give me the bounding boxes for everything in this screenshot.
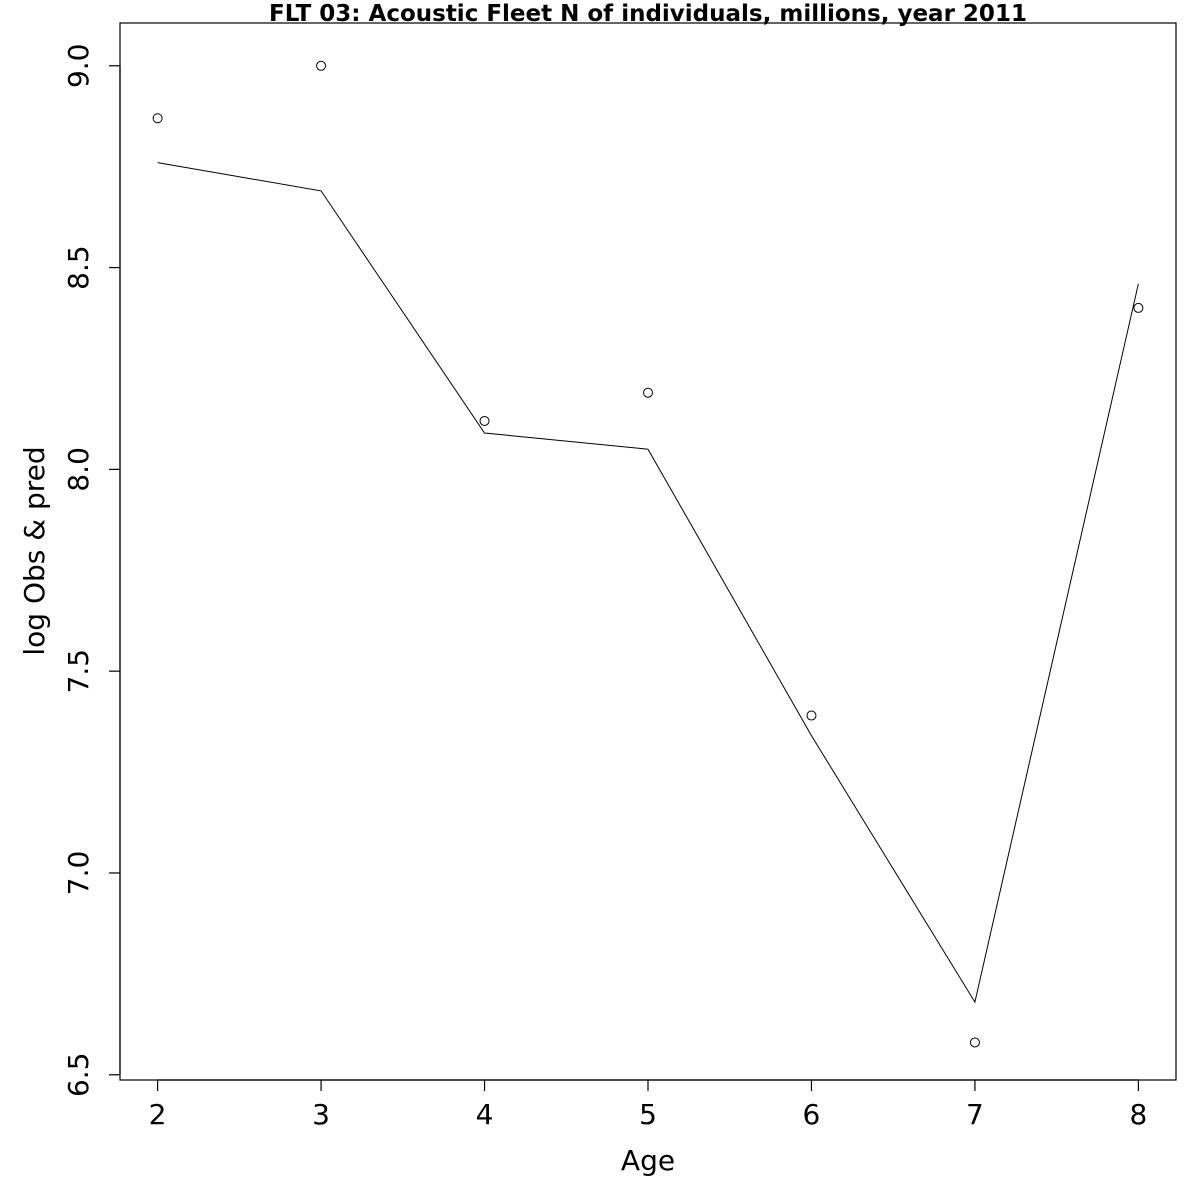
series-layer	[152, 60, 1144, 1048]
x-axis: 2 3 4 5 6 7 8	[149, 1079, 1147, 1131]
observed-point	[1133, 302, 1144, 313]
x-tick-label: 3	[312, 1098, 330, 1131]
y-tick-label: 8.0	[62, 447, 95, 492]
y-axis: 6.5 7.0 7.5 8.0 8.5 9.0	[62, 44, 121, 1097]
y-axis-label: log Obs & pred	[18, 446, 51, 655]
x-tick-label: 6	[803, 1098, 821, 1131]
observed-point	[969, 1037, 980, 1048]
observed-point	[643, 387, 653, 398]
plot-frame	[119, 22, 1177, 1081]
x-tick-label: 4	[476, 1098, 494, 1131]
predicted-line	[157, 162, 1139, 1004]
y-tick-label: 9.0	[62, 44, 95, 89]
x-tick-label: 7	[966, 1098, 984, 1131]
observed-point	[806, 710, 817, 721]
x-tick-label: 5	[639, 1098, 657, 1131]
observed-point	[316, 60, 327, 71]
y-tick-label: 7.5	[62, 649, 95, 694]
observed-point	[152, 113, 163, 124]
y-tick-label: 8.5	[62, 245, 95, 290]
x-axis-label: Age	[621, 1144, 675, 1177]
observed-point	[479, 415, 490, 426]
y-tick-label: 6.5	[62, 1052, 95, 1097]
x-tick-label: 2	[149, 1098, 167, 1131]
y-tick-label: 7.0	[62, 851, 95, 896]
x-tick-label: 8	[1129, 1098, 1147, 1131]
